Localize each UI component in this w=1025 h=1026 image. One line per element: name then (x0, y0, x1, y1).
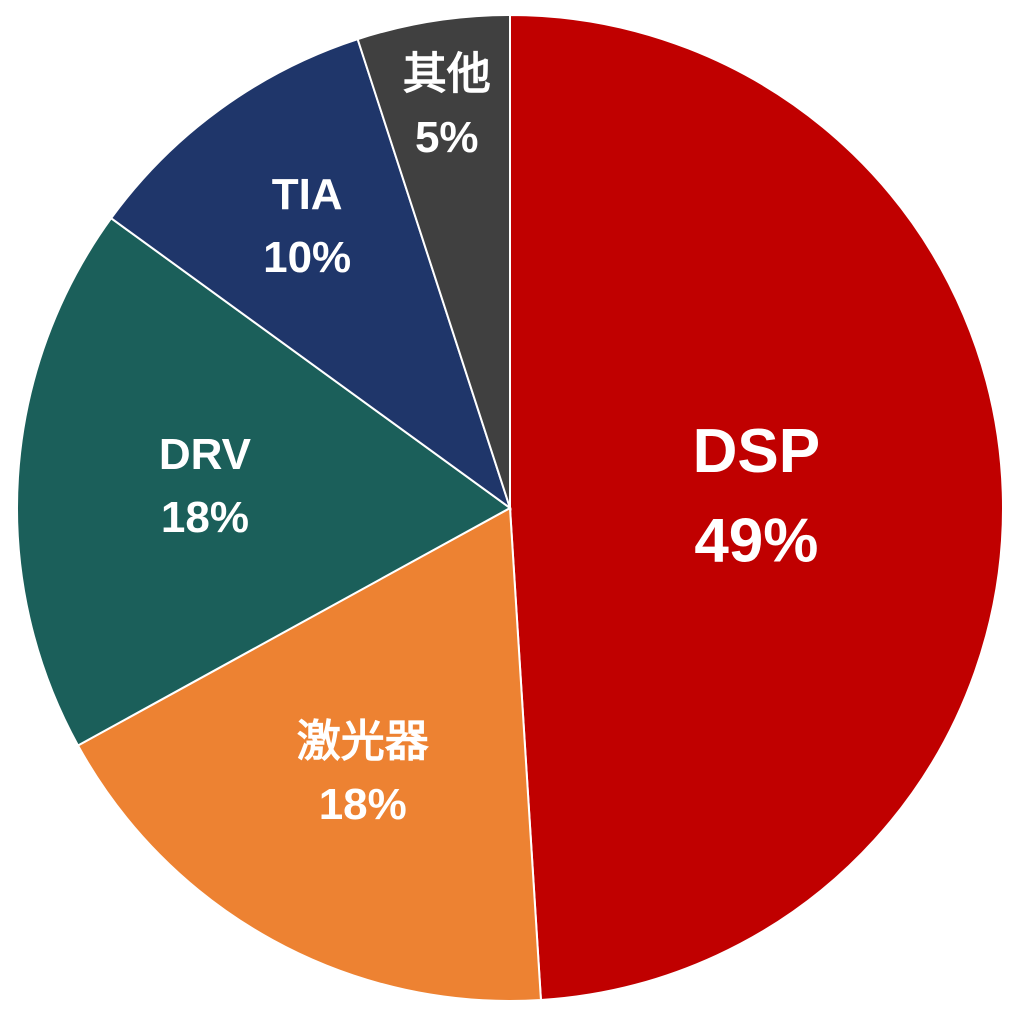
value-label: 10% (263, 233, 351, 282)
pie-slice (109, 37, 512, 511)
pie-slice (16, 216, 512, 747)
pie-slice (76, 506, 543, 1002)
slice-label: 激光器 (297, 717, 430, 766)
value-label: 5% (415, 113, 479, 162)
value-label: 49% (694, 506, 818, 575)
slice-label: DRV (159, 430, 252, 479)
slice-label: DSP (693, 417, 820, 486)
pie-slice (356, 13, 511, 509)
pie-slice (509, 13, 1005, 1002)
slice-label: TIA (272, 170, 343, 219)
slice-label: 其他 (403, 50, 491, 99)
value-label: 18% (161, 493, 249, 542)
value-label: 18% (319, 780, 407, 829)
